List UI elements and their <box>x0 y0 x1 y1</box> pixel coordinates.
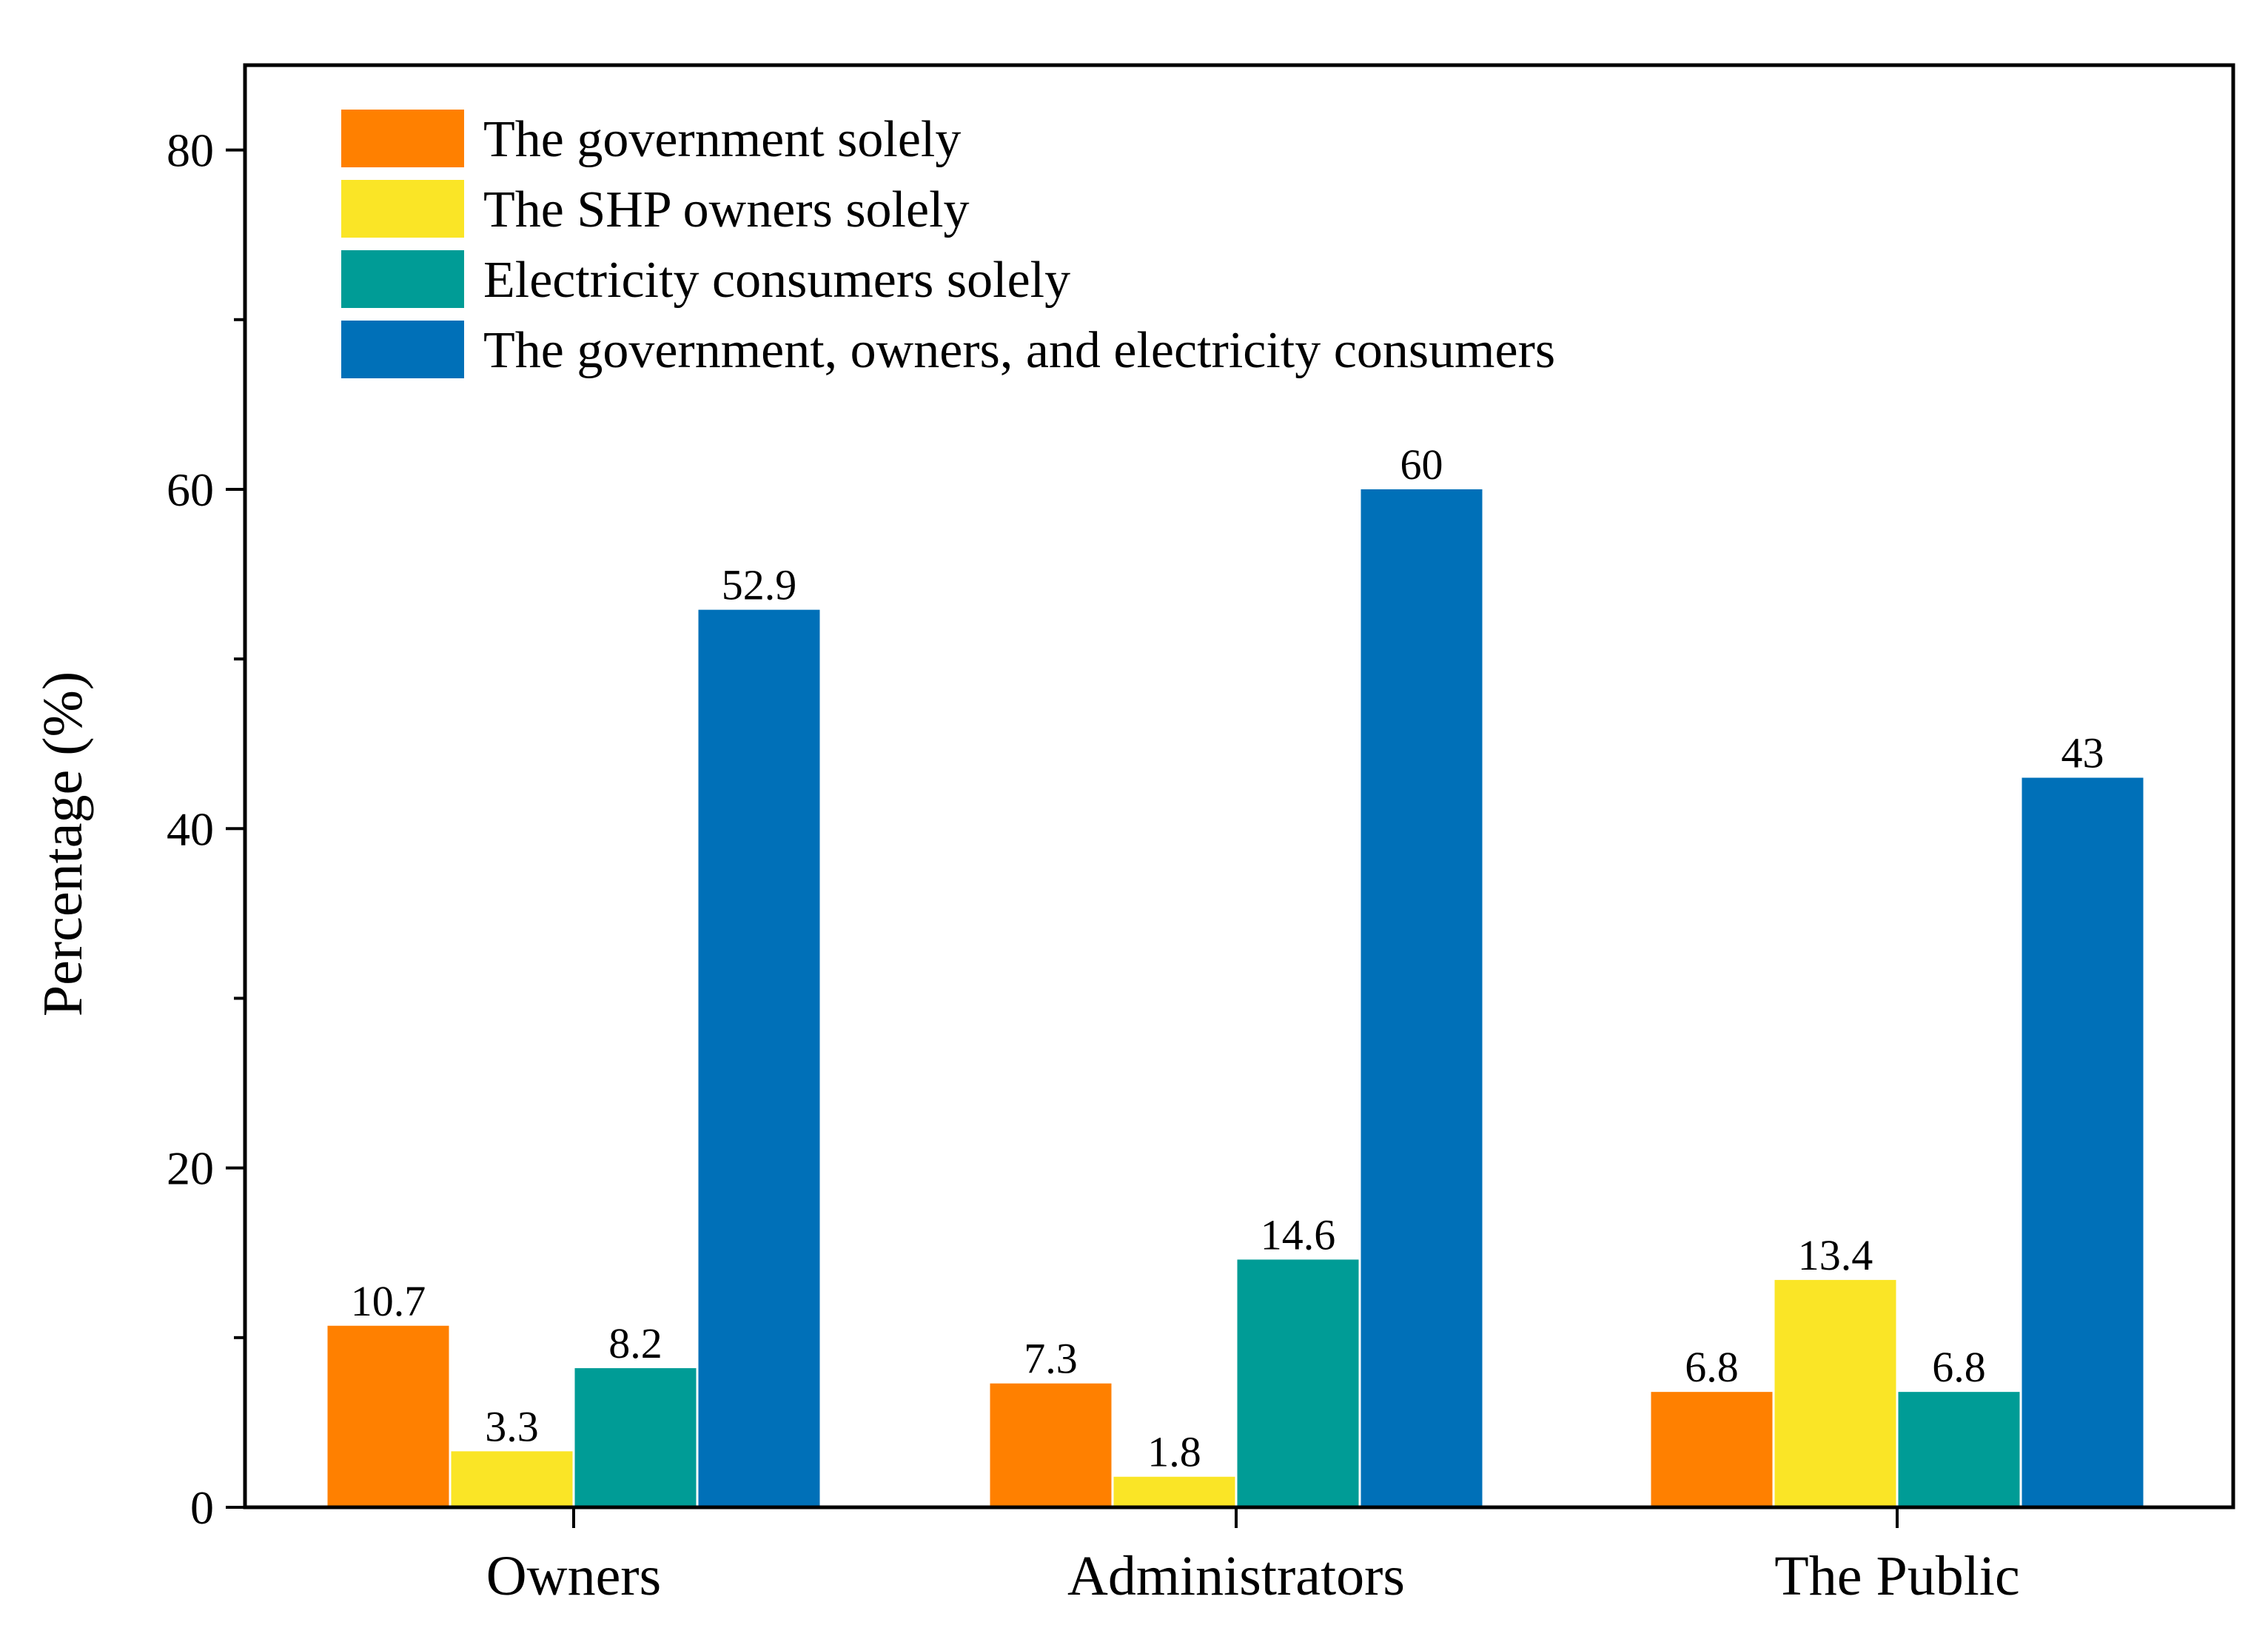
y-tick-label: 60 <box>167 463 214 516</box>
data-label: 8.2 <box>608 1319 662 1367</box>
legend-swatch <box>341 321 464 378</box>
data-label: 43 <box>2061 729 2104 777</box>
x-category-label: The Public <box>1774 1545 2019 1607</box>
data-label: 6.8 <box>1932 1343 1986 1391</box>
bar-owners-series-4 <box>698 609 820 1507</box>
data-label: 6.8 <box>1685 1343 1739 1391</box>
bar-labels-group: 10.7 7.3 6.8 3.3 1.8 13.4 8.2 14.6 6.8 52.9 60 43 <box>351 440 2104 1476</box>
legend-swatch <box>341 180 464 238</box>
data-label: 10.7 <box>351 1277 426 1325</box>
bar-the-public-series-3 <box>1898 1392 2020 1507</box>
legend-label: The government, owners, and electricity … <box>483 322 1555 379</box>
bar-administrators-series-3 <box>1237 1259 1359 1507</box>
data-label: 14.6 <box>1261 1210 1336 1259</box>
data-label: 60 <box>1400 440 1443 489</box>
legend: The government solely The SHP owners sole… <box>341 110 1555 379</box>
bar-owners-series-1 <box>327 1325 449 1507</box>
x-category-label: Administrators <box>1067 1545 1405 1607</box>
legend-swatch <box>341 250 464 308</box>
legend-swatch <box>341 110 464 167</box>
bar-administrators-series-4 <box>1361 489 1483 1507</box>
data-label: 7.3 <box>1024 1335 1078 1383</box>
y-tick-label: 40 <box>167 803 214 855</box>
data-label: 52.9 <box>722 561 797 609</box>
data-label: 3.3 <box>485 1402 539 1450</box>
bar-owners-series-3 <box>574 1368 697 1507</box>
bar-owners-series-2 <box>451 1451 573 1507</box>
data-label: 1.8 <box>1147 1428 1201 1476</box>
bar-the-public-series-4 <box>2022 777 2144 1507</box>
plot-frame <box>243 63 2235 1510</box>
bar-administrators-series-1 <box>990 1383 1112 1507</box>
legend-label: Electricity consumers solely <box>483 252 1070 309</box>
legend-label: The government solely <box>483 111 961 168</box>
y-axis-title: Percentage (%) <box>32 671 94 1016</box>
axes-group: 0 20 40 60 80 Owners Administrators The Public <box>167 63 2235 1607</box>
bar-the-public-series-1 <box>1651 1392 1773 1507</box>
x-category-label: Owners <box>486 1545 661 1607</box>
bar-administrators-series-2 <box>1113 1476 1235 1507</box>
bars-group <box>327 489 2144 1507</box>
y-tick-label: 80 <box>167 124 214 177</box>
y-tick-label: 0 <box>190 1481 214 1534</box>
data-label: 13.4 <box>1798 1231 1873 1279</box>
y-tick-label: 20 <box>167 1142 214 1195</box>
bar-the-public-series-2 <box>1774 1279 1896 1507</box>
legend-label: The SHP owners solely <box>483 181 970 238</box>
